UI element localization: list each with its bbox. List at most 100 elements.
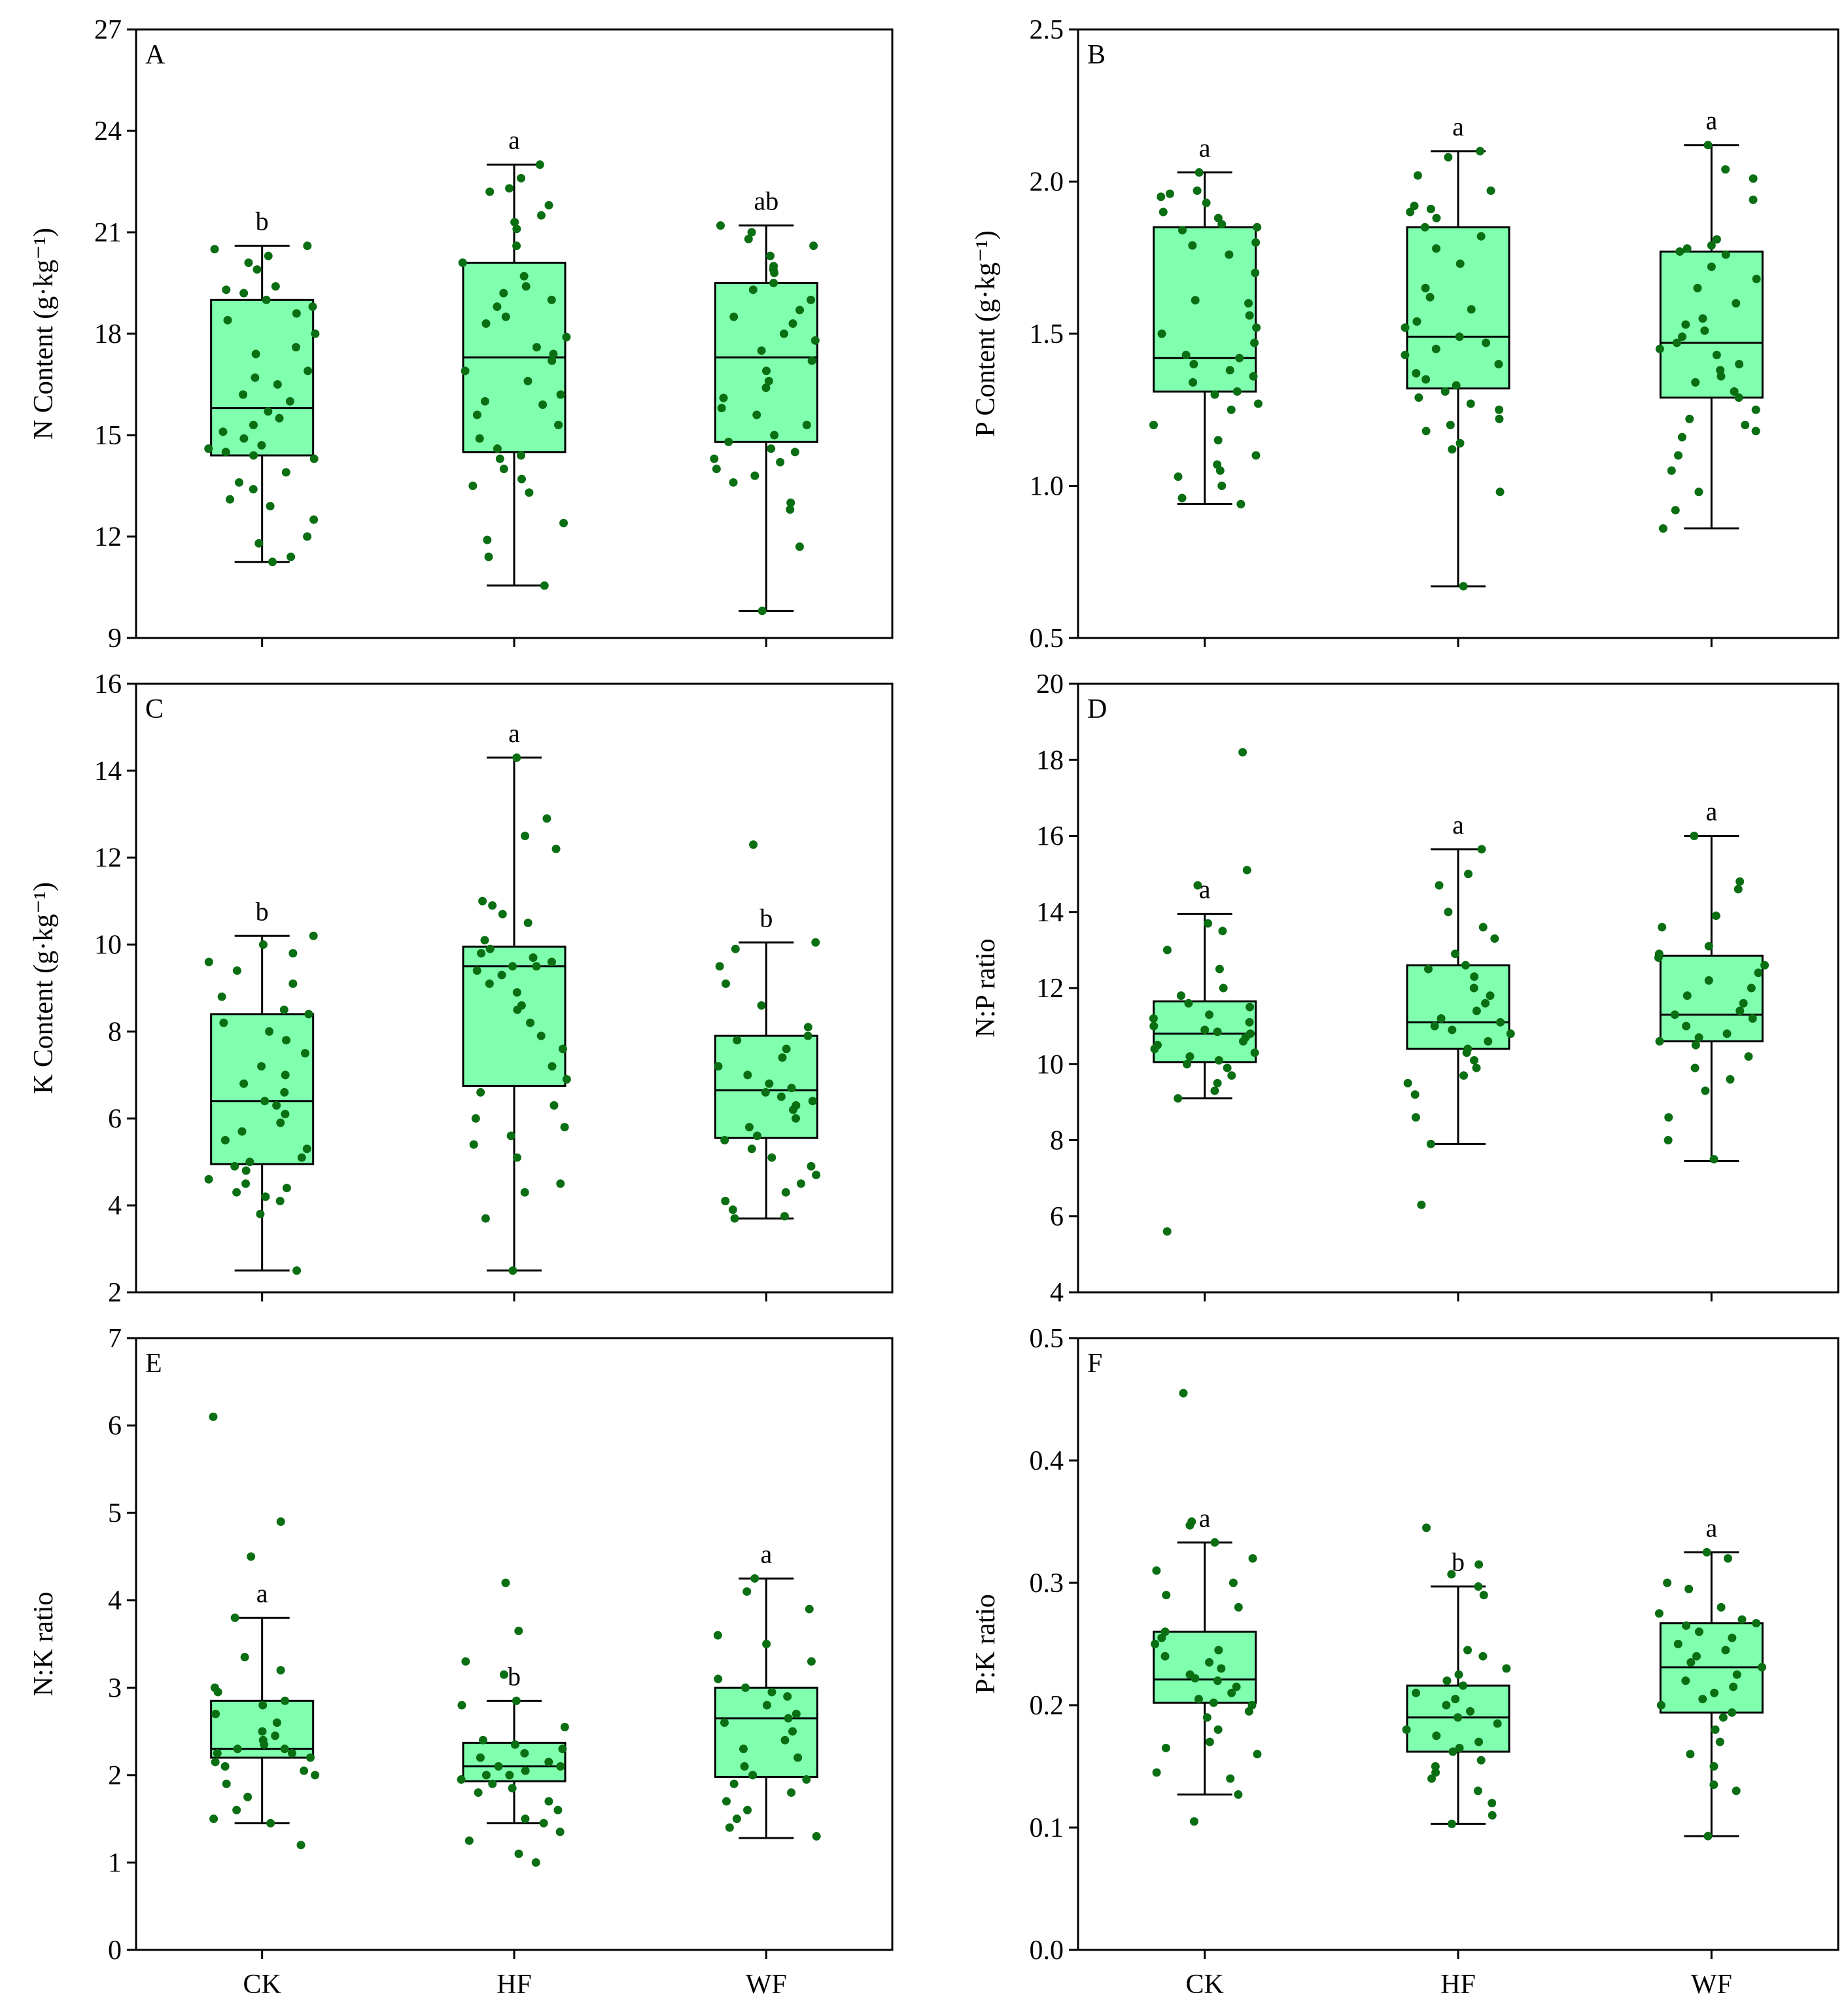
data-point (287, 552, 296, 561)
data-point (477, 949, 486, 958)
data-point (304, 366, 313, 376)
data-point (304, 1010, 313, 1019)
data-point (1217, 1664, 1226, 1673)
data-point (731, 944, 740, 953)
data-point (239, 390, 248, 399)
y-tick-label: 16 (94, 669, 122, 699)
panel-letter: B (1087, 40, 1106, 70)
data-point (493, 444, 502, 453)
data-point (484, 552, 493, 561)
data-point (1744, 1052, 1753, 1061)
data-point (747, 228, 756, 237)
significance-letter: b (508, 1661, 521, 1691)
y-tick-label: 18 (1036, 745, 1064, 775)
data-point (512, 241, 521, 251)
data-point (807, 295, 816, 304)
data-point (1232, 387, 1242, 396)
data-point (1667, 466, 1676, 475)
data-point (1751, 427, 1760, 436)
data-point (531, 1858, 540, 1867)
data-point (1432, 213, 1441, 222)
data-point (1213, 436, 1223, 445)
data-point (1484, 1036, 1493, 1046)
data-point (1210, 390, 1219, 399)
data-point (521, 1814, 530, 1824)
data-point (748, 285, 758, 294)
box-ck: b (204, 207, 320, 647)
y-tick-label: 1.0 (1030, 472, 1064, 502)
data-point (258, 1727, 267, 1736)
data-point (1244, 299, 1253, 308)
data-point (1218, 927, 1227, 936)
data-point (1734, 885, 1743, 894)
data-point (536, 1031, 546, 1040)
data-point (501, 312, 510, 321)
data-point (1205, 1737, 1214, 1746)
data-point (560, 1722, 569, 1731)
x-tick-label: CK (243, 1970, 281, 2000)
data-point (1214, 1055, 1223, 1065)
data-point (1219, 983, 1228, 993)
data-point (1227, 1071, 1236, 1080)
data-point (715, 962, 724, 971)
data-point (508, 962, 517, 971)
data-point (1403, 1078, 1412, 1088)
data-point (1703, 141, 1713, 150)
data-point (1401, 323, 1410, 332)
data-point (1185, 1521, 1194, 1530)
data-point (218, 427, 228, 436)
data-point (232, 966, 241, 975)
data-point (1157, 1633, 1166, 1642)
data-point (1656, 1701, 1665, 1710)
significance-letter: a (508, 126, 520, 155)
data-point (495, 454, 504, 463)
data-point (512, 1153, 521, 1162)
data-point (780, 1212, 789, 1221)
data-point (1430, 1021, 1439, 1031)
data-point (1474, 1560, 1484, 1569)
data-point (1435, 881, 1444, 890)
data-point (1249, 372, 1258, 381)
data-point (1752, 274, 1761, 283)
y-tick-label: 27 (94, 15, 122, 45)
data-point (1707, 262, 1716, 272)
data-point (1671, 506, 1680, 515)
data-point (1728, 1708, 1737, 1717)
data-point (1444, 908, 1453, 917)
data-point (811, 938, 820, 947)
data-point (483, 535, 492, 544)
data-point (211, 1758, 220, 1767)
data-point (1495, 487, 1505, 497)
iqr-box (1406, 964, 1510, 1050)
data-point (1718, 1713, 1728, 1722)
data-point (1664, 1113, 1673, 1122)
data-point (1674, 451, 1683, 460)
data-point (220, 1136, 230, 1144)
data-point (757, 346, 766, 355)
data-point (1677, 433, 1686, 442)
data-point (538, 400, 548, 409)
data-point (481, 1214, 490, 1223)
data-point (217, 992, 226, 1001)
data-point (480, 936, 489, 945)
data-point (1152, 1566, 1161, 1575)
y-tick-label: 4 (108, 1586, 122, 1616)
data-point (520, 1748, 529, 1758)
data-point (776, 457, 785, 467)
data-point (211, 1709, 220, 1718)
y-tick-label: 24 (94, 116, 122, 147)
data-point (535, 160, 544, 169)
panel-letter: E (145, 1349, 162, 1379)
data-point (1455, 332, 1464, 342)
data-point (209, 1412, 218, 1421)
data-point (1162, 1227, 1172, 1236)
data-point (1732, 1786, 1741, 1795)
data-point (1253, 1750, 1262, 1759)
data-point (481, 1771, 491, 1780)
data-point (1479, 1591, 1488, 1600)
data-point (222, 285, 231, 294)
data-point (788, 1727, 797, 1736)
y-tick-label: 10 (94, 930, 122, 961)
data-point (525, 488, 534, 497)
data-point (808, 1097, 817, 1106)
